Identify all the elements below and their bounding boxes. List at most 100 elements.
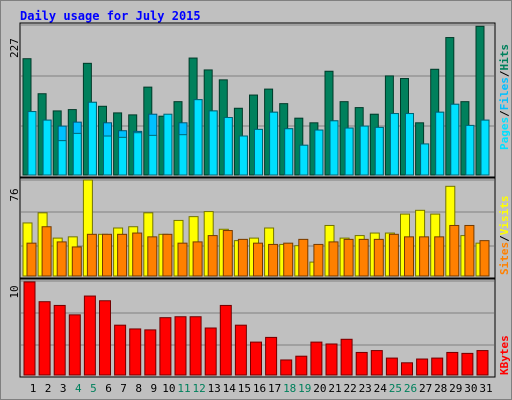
bar-sites-day-4 — [71, 246, 82, 277]
bar-pages-day-3 — [57, 140, 67, 176]
bar-sites-day-25 — [388, 233, 399, 277]
bar-pages-day-9 — [148, 134, 158, 176]
day-label: 20 — [313, 382, 326, 395]
day-label: 6 — [105, 382, 112, 395]
bar-kbytes-day-18 — [280, 359, 293, 376]
bar-kbytes-day-29 — [446, 351, 459, 376]
bar-kbytes-day-16 — [250, 341, 262, 376]
day-label: 30 — [464, 382, 477, 395]
bar-kbytes-day-14 — [219, 304, 232, 376]
bar-kbytes-day-27 — [416, 358, 429, 376]
bar-kbytes-day-4 — [68, 314, 81, 376]
legend-item: Visits — [498, 196, 511, 236]
bar-kbytes-day-17 — [265, 336, 278, 376]
bar-sites-day-13 — [207, 235, 218, 277]
bar-pages-day-23 — [359, 125, 369, 176]
day-label: 11 — [177, 382, 190, 395]
bar-sites-day-6 — [102, 233, 112, 277]
bar-sites-day-3 — [56, 241, 67, 277]
legend-item: Pages — [498, 117, 511, 150]
bar-sites-day-28 — [434, 236, 445, 277]
bar-kbytes-day-20 — [310, 341, 323, 376]
ymax-label: 10 — [8, 285, 21, 298]
bar-pages-day-28 — [435, 111, 445, 176]
legend-item: / — [498, 235, 511, 242]
chart-title: Daily usage for July 2015 — [20, 9, 201, 23]
bar-pages-day-12 — [193, 99, 203, 176]
bar-sites-day-2 — [41, 226, 52, 277]
day-label: 5 — [90, 382, 97, 395]
bar-sites-day-14 — [222, 230, 233, 277]
bar-sites-day-27 — [419, 236, 430, 277]
bar-pages-day-27 — [420, 143, 430, 176]
legend-item: Files — [498, 77, 511, 110]
bar-pages-day-20 — [314, 129, 324, 176]
series-pages — [27, 99, 490, 176]
bar-sites-day-5 — [86, 233, 97, 277]
series-sites — [26, 224, 490, 277]
day-label: 1 — [30, 382, 37, 395]
bar-sites-day-21 — [328, 241, 339, 277]
day-label: 27 — [419, 382, 432, 395]
bar-sites-day-18 — [283, 242, 294, 277]
bar-kbytes-day-24 — [370, 350, 383, 376]
bar-pages-day-8 — [133, 132, 143, 176]
bar-pages-day-16 — [254, 128, 263, 176]
bar-pages-day-22 — [344, 127, 354, 176]
bar-sites-day-17 — [268, 243, 279, 277]
panel-visits-sites: 76 — [8, 177, 496, 279]
bar-kbytes-day-9 — [144, 329, 157, 376]
bar-sites-day-26 — [404, 236, 414, 277]
bar-kbytes-day-8 — [129, 328, 142, 376]
day-label: 16 — [253, 382, 266, 395]
bar-sites-day-24 — [373, 238, 384, 277]
bar-kbytes-day-25 — [385, 357, 398, 376]
day-label: 3 — [60, 382, 67, 395]
day-label: 19 — [298, 382, 311, 395]
bar-kbytes-day-7 — [114, 324, 127, 376]
bar-sites-day-20 — [313, 243, 324, 277]
bar-kbytes-day-28 — [431, 357, 444, 376]
bar-pages-day-14 — [223, 117, 233, 176]
bar-pages-day-13 — [208, 110, 218, 176]
day-label: 21 — [328, 382, 341, 395]
bar-pages-day-15 — [238, 135, 248, 176]
bar-sites-day-11 — [177, 242, 188, 277]
bar-kbytes-day-6 — [99, 300, 111, 376]
bar-pages-day-6 — [103, 135, 112, 176]
bar-kbytes-day-2 — [38, 301, 51, 376]
day-label: 13 — [208, 382, 221, 395]
bar-pages-day-7 — [118, 136, 128, 176]
bar-kbytes-day-15 — [234, 324, 247, 376]
legend-item: / — [498, 110, 511, 117]
bar-sites-day-8 — [132, 232, 143, 277]
day-label: 29 — [449, 382, 462, 395]
bar-kbytes-day-31 — [476, 350, 489, 376]
bar-pages-day-25 — [389, 113, 399, 176]
bar-pages-day-26 — [405, 113, 414, 176]
day-label: 15 — [238, 382, 251, 395]
bar-pages-day-17 — [269, 111, 279, 176]
bar-kbytes-day-3 — [53, 304, 66, 376]
legend-middle: Sites/Visits — [498, 196, 511, 276]
bar-pages-day-31 — [480, 119, 490, 176]
bar-pages-day-2 — [42, 119, 52, 176]
bar-kbytes-day-26 — [401, 362, 413, 376]
legend-item: / — [498, 70, 511, 77]
day-label: 10 — [162, 382, 175, 395]
bar-pages-day-5 — [87, 101, 97, 176]
day-label: 4 — [75, 382, 82, 395]
bar-sites-day-22 — [343, 238, 354, 277]
bar-sites-day-30 — [464, 224, 475, 277]
bar-kbytes-day-12 — [189, 316, 202, 376]
bar-kbytes-day-30 — [461, 352, 474, 376]
bar-hits-day-31 — [475, 25, 485, 176]
legend-item: Hits — [498, 44, 511, 71]
day-label: 24 — [374, 382, 388, 395]
bar-pages-day-30 — [465, 124, 475, 176]
bar-pages-day-18 — [284, 128, 294, 176]
bar-kbytes-day-11 — [174, 316, 187, 376]
panel-kbytes: 10 — [8, 278, 496, 378]
